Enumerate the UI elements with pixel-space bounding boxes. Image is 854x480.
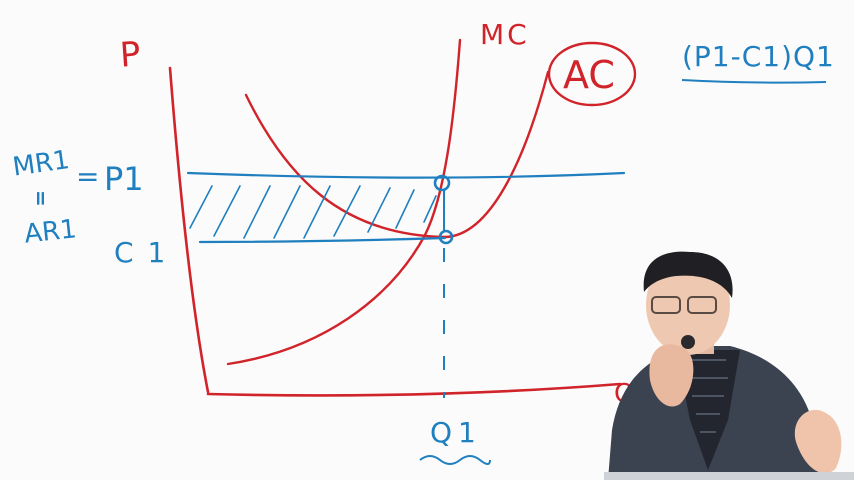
presenter-right-hand [794, 409, 842, 474]
equals-label: = [76, 160, 99, 193]
price-axis-line [168, 66, 210, 394]
presenter-glasses-right [687, 296, 717, 314]
q1-label: Q1 [430, 416, 482, 449]
profit-area-hatching [189, 185, 437, 239]
mr-label: MR1 [11, 145, 72, 183]
mr-ar-equals-mark: = [29, 190, 53, 207]
presenter-video-overlay-icon [604, 251, 854, 480]
cost-level-line [198, 236, 447, 244]
presenter-hair [643, 251, 733, 298]
axes [168, 66, 622, 397]
ar-label: AR1 [23, 214, 78, 249]
presenter-shirt-pattern [688, 359, 728, 433]
presenter-microphone [681, 335, 695, 349]
presenter-desk [604, 472, 854, 480]
profit-formula: (P1-C1)Q1 [682, 40, 835, 73]
ac-label: AC [563, 53, 615, 97]
mc-label: MC [480, 18, 530, 51]
ac-curve [244, 70, 550, 239]
c1-label: C1 [114, 236, 179, 269]
price-level-line [186, 171, 626, 179]
presenter-hand [649, 344, 694, 407]
p1-label: P1 [104, 160, 144, 198]
ac-label-circle [547, 41, 637, 107]
price-axis-label: P [119, 34, 142, 75]
quantity-axis-line [206, 382, 622, 397]
q1-squiggle [419, 455, 491, 465]
presenter-glasses-left [651, 296, 681, 314]
price-intersection-marker [433, 174, 451, 192]
cost-intersection-marker [438, 229, 454, 245]
formula-underline [681, 79, 827, 84]
